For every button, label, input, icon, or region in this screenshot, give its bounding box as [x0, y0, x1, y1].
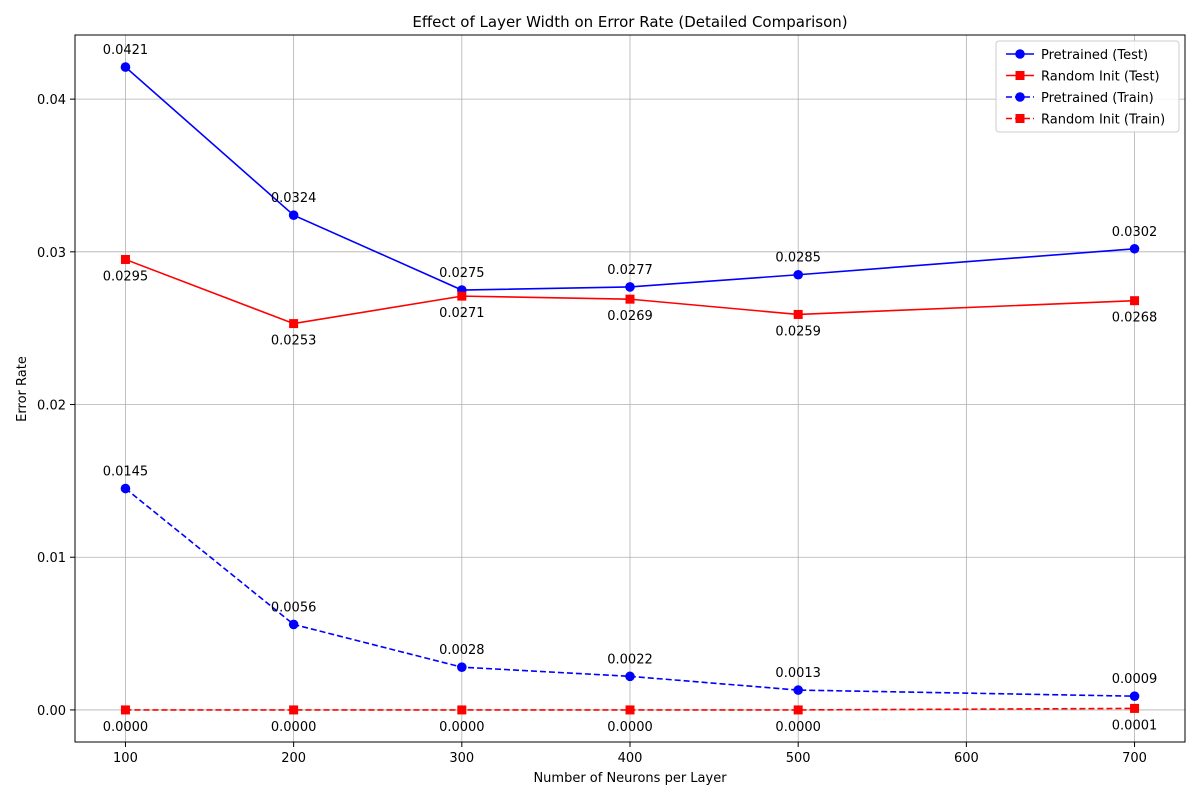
data-label: 0.0009: [1112, 672, 1158, 687]
y-tick-label: 0.00: [37, 704, 66, 719]
data-label: 0.0028: [439, 643, 485, 658]
data-point: [793, 705, 803, 715]
legend-item: Pretrained (Test): [1006, 48, 1148, 63]
x-axis: 100 200 300 400 500 600 700: [113, 742, 1147, 766]
data-point: [1129, 243, 1140, 254]
data-point: [1130, 703, 1140, 713]
series-1: [120, 254, 1140, 329]
data-point: [793, 685, 803, 695]
x-tick-label: 100: [113, 751, 138, 766]
data-label: 0.0421: [103, 43, 149, 58]
legend-label: Pretrained (Test): [1041, 48, 1148, 63]
series-line: [124, 487, 1135, 697]
x-tick-label: 700: [1122, 751, 1147, 766]
legend-marker: [1015, 49, 1025, 59]
data-point: [289, 705, 299, 715]
legend-label: Random Init (Test): [1041, 70, 1160, 85]
data-label: 0.0324: [271, 191, 317, 206]
y-tick-label: 0.02: [37, 399, 66, 414]
series-line: [125, 707, 1135, 711]
data-label: 0.0145: [103, 465, 149, 480]
legend-label: Pretrained (Train): [1041, 91, 1154, 106]
x-tick-label: 600: [954, 751, 979, 766]
data-point: [288, 210, 299, 220]
legend-marker: [1015, 114, 1025, 123]
x-tick-label: 400: [618, 751, 643, 766]
x-tick-label: 500: [786, 751, 811, 766]
y-axis-label: Error Rate: [15, 356, 30, 422]
data-point: [1130, 296, 1140, 306]
data-label: 0.0295: [103, 269, 149, 284]
data-label: 0.0000: [775, 720, 821, 735]
series-2: [120, 483, 1140, 701]
data-point: [793, 269, 803, 280]
data-label: 0.0001: [1112, 718, 1158, 733]
legend-box: [995, 40, 1180, 133]
data-labels: 0.0421 0.0324 0.0275 0.0277 0.0285 0.0302 0.02…: [103, 43, 1158, 735]
y-tick-label: 0.01: [37, 551, 66, 566]
series-line: [125, 258, 1135, 325]
data-point: [625, 294, 635, 304]
data-point: [120, 62, 131, 72]
data-label: 0.0269: [607, 309, 653, 324]
data-label: 0.0277: [607, 263, 653, 278]
data-label: 0.0285: [775, 251, 821, 266]
data-point: [120, 483, 131, 494]
y-tick-label: 0.03: [37, 246, 66, 261]
y-tick-label: 0.04: [37, 93, 66, 108]
data-label: 0.0268: [1112, 311, 1158, 326]
x-tick-label: 200: [281, 751, 306, 766]
series-3: [120, 703, 1140, 715]
data-point: [457, 705, 467, 715]
data-point: [120, 254, 130, 264]
data-point: [289, 319, 299, 329]
data-label: 0.0259: [775, 324, 821, 339]
data-label: 0.0000: [271, 720, 317, 735]
data-label: 0.0302: [1112, 225, 1158, 240]
data-label: 0.0271: [439, 306, 485, 321]
series-layer: [120, 62, 1140, 715]
grid: [75, 35, 1185, 742]
legend-marker: [1015, 92, 1025, 102]
data-label: 0.0056: [271, 600, 317, 615]
legend: Pretrained (Test) Random Init (Test) Pretr…: [995, 40, 1180, 133]
data-label: 0.0000: [607, 720, 653, 735]
x-tick-label: 300: [449, 751, 474, 766]
legend-item: Pretrained (Train): [1006, 91, 1154, 106]
series-line: [124, 66, 1135, 291]
data-label: 0.0022: [607, 652, 653, 667]
data-point: [625, 671, 635, 682]
data-point: [1129, 691, 1140, 701]
x-axis-label: Number of Neurons per Layer: [533, 771, 727, 786]
data-point: [793, 309, 803, 319]
data-point: [457, 662, 467, 672]
y-axis: 0.00 0.01 0.02 0.03 0.04: [37, 93, 75, 719]
data-point: [288, 619, 299, 630]
data-label: 0.0000: [103, 720, 149, 735]
legend-label: Random Init (Train): [1041, 113, 1165, 128]
data-point: [120, 705, 130, 715]
data-label: 0.0013: [775, 666, 821, 681]
data-label: 0.0000: [439, 720, 485, 735]
legend-item: Random Init (Train): [1006, 113, 1165, 128]
data-label: 0.0275: [439, 266, 485, 281]
data-point: [625, 705, 635, 715]
data-point: [457, 291, 467, 301]
legend-item: Random Init (Test): [1006, 70, 1160, 85]
data-point: [625, 282, 635, 292]
chart-title: Effect of Layer Width on Error Rate (Det…: [412, 13, 847, 31]
legend-marker: [1015, 71, 1025, 80]
data-label: 0.0253: [271, 334, 317, 349]
